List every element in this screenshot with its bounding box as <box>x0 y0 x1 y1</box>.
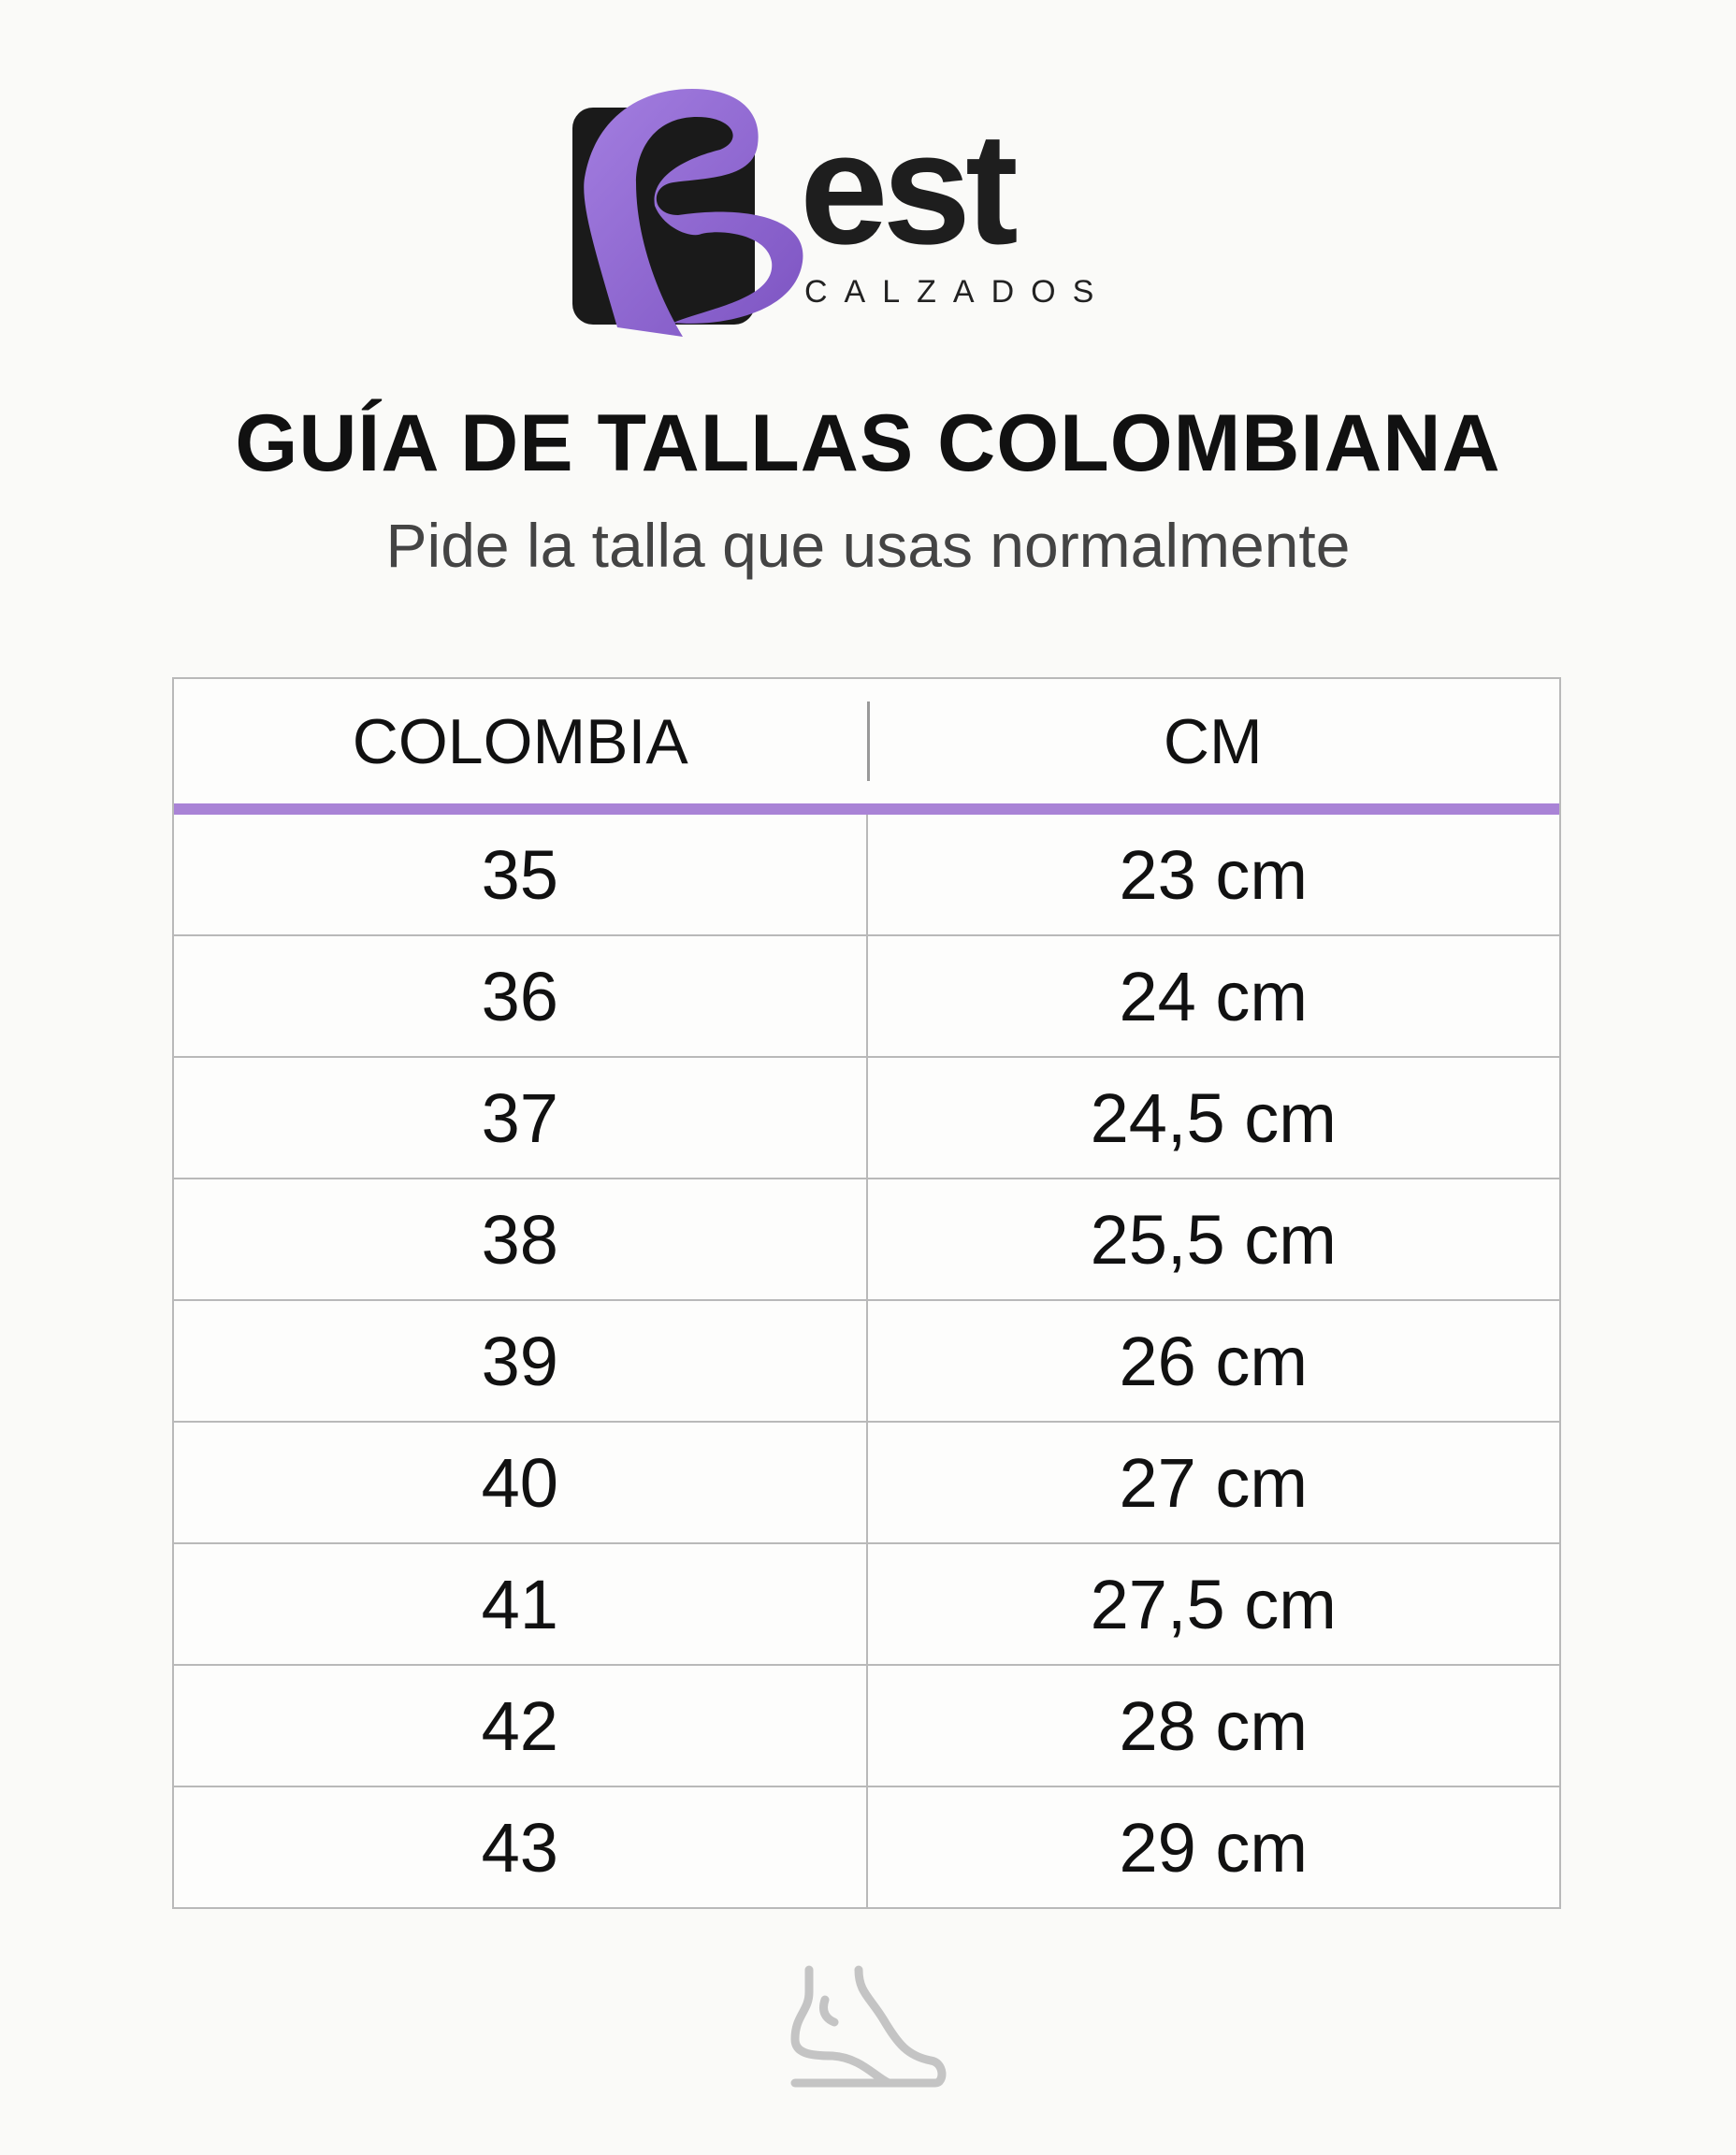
cm-length-cell: 26 cm <box>1119 1322 1308 1400</box>
cm-length-cell: 27,5 cm <box>1090 1565 1337 1643</box>
table-row: 40 27 cm <box>174 1423 1559 1544</box>
header-divider <box>867 701 870 781</box>
colombia-size-cell: 36 <box>174 936 868 1056</box>
table-header: COLOMBIA CM <box>174 679 1559 815</box>
cm-length-cell: 24,5 cm <box>1090 1078 1337 1157</box>
colombia-size-cell: 35 <box>174 815 868 934</box>
colombia-size-cell: 43 <box>174 1787 868 1907</box>
logo-tagline: CALZADOS <box>804 274 1110 310</box>
table-row: 36 24 cm <box>174 936 1559 1058</box>
table-row: 35 23 cm <box>174 815 1559 936</box>
table-row: 38 25,5 cm <box>174 1179 1559 1301</box>
header-cm: CM <box>1163 705 1263 777</box>
table-row: 39 26 cm <box>174 1301 1559 1423</box>
page-title: GUÍA DE TALLAS COLOMBIANA <box>235 398 1501 488</box>
colombia-size-cell: 38 <box>174 1179 868 1299</box>
foot-icon <box>790 1965 947 2088</box>
logo-wordmark: est <box>800 100 1017 278</box>
colombia-size-cell: 39 <box>174 1301 868 1421</box>
colombia-size-cell: 41 <box>174 1544 868 1664</box>
table-row: 42 28 cm <box>174 1666 1559 1787</box>
table-row: 43 29 cm <box>174 1787 1559 1907</box>
cm-length-cell: 28 cm <box>1119 1686 1308 1765</box>
colombia-size-cell: 42 <box>174 1666 868 1786</box>
cm-length-cell: 25,5 cm <box>1090 1200 1337 1279</box>
colombia-size-cell: 37 <box>174 1058 868 1178</box>
cm-length-cell: 24 cm <box>1119 957 1308 1035</box>
table-row: 41 27,5 cm <box>174 1544 1559 1666</box>
cm-length-cell: 27 cm <box>1119 1443 1308 1522</box>
cm-length-cell: 23 cm <box>1119 835 1308 914</box>
page-subtitle: Pide la talla que usas normalmente <box>385 511 1351 580</box>
size-table: COLOMBIA CM 35 23 cm 36 24 cm 37 24,5 cm 38 25,… <box>172 677 1561 1909</box>
table-row: 37 24,5 cm <box>174 1058 1559 1179</box>
cm-length-cell: 29 cm <box>1119 1808 1308 1887</box>
best-calzados-logo: est CALZADOS <box>572 89 1110 337</box>
header-colombia: COLOMBIA <box>352 705 688 777</box>
colombia-size-cell: 40 <box>174 1423 868 1542</box>
